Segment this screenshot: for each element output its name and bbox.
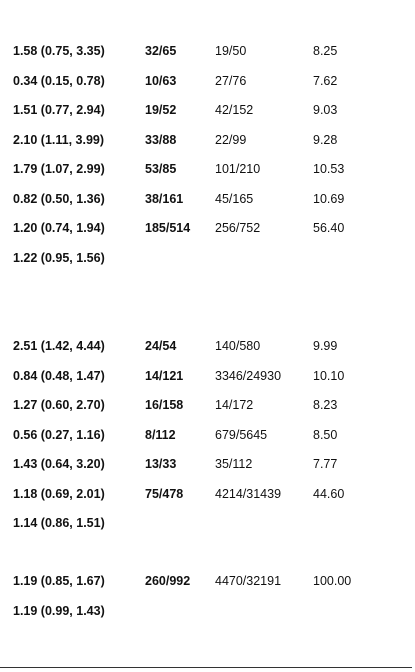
ratio-a-cell: 38/161 <box>145 191 184 206</box>
ratio-b-cell: 101/210 <box>215 162 261 176</box>
subtotal-row: 1.22 (0.95, 1.56) <box>0 251 415 281</box>
ci-cell: 1.18 (0.69, 2.01) <box>13 486 105 501</box>
ratio-b-cell: 679/5645 <box>215 427 268 442</box>
table-row: 1.43 (0.64, 3.20) 13/33 35/112 7.77 <box>0 457 415 487</box>
ratio-a-cell: 14/121 <box>145 368 184 383</box>
weight-cell: 9.28 <box>313 132 338 147</box>
table-row: 1.51 (0.77, 2.94) 19/52 42/152 9.03 <box>0 103 415 133</box>
table-section-overall: 1.19 (0.85, 1.67) 260/992 4470/32191 100… <box>0 574 415 633</box>
ci-cell: 0.34 (0.15, 0.78) <box>13 73 105 88</box>
weight-cell: 7.62 <box>313 73 338 88</box>
table-row: 2.10 (1.11, 3.99) 33/88 22/99 9.28 <box>0 133 415 163</box>
weight-cell: 8.23 <box>313 398 338 412</box>
ratio-b-cell: 3346/24930 <box>215 368 282 383</box>
ci-cell: 2.10 (1.11, 3.99) <box>13 132 105 147</box>
ci-cell: 2.51 (1.42, 4.44) <box>13 339 105 353</box>
ratio-b-cell: 22/99 <box>215 132 247 147</box>
table-row: 1.20 (0.74, 1.94) 185/514 256/752 56.40 <box>0 221 415 251</box>
bottom-rule <box>0 667 412 668</box>
ratio-b-cell: 140/580 <box>215 339 261 353</box>
table-row: 1.18 (0.69, 2.01) 75/478 4214/31439 44.6… <box>0 487 415 517</box>
ratio-b-cell: 42/152 <box>215 103 254 117</box>
table-row: 0.82 (0.50, 1.36) 38/161 45/165 10.69 <box>0 192 415 222</box>
table-row: 1.79 (1.07, 2.99) 53/85 101/210 10.53 <box>0 162 415 192</box>
ci-cell: 1.27 (0.60, 2.70) <box>13 398 105 412</box>
ratio-a-cell: 33/88 <box>145 132 177 147</box>
ci-cell: 1.19 (0.85, 1.67) <box>13 574 105 588</box>
ci-cell: 1.19 (0.99, 1.43) <box>13 603 105 618</box>
ratio-a-cell: 19/52 <box>145 103 177 117</box>
table-section-1: 1.58 (0.75, 3.35) 32/65 19/50 8.25 0.34 … <box>0 44 415 280</box>
table-row: 1.19 (0.85, 1.67) 260/992 4470/32191 100… <box>0 574 415 604</box>
table-row: 2.51 (1.42, 4.44) 24/54 140/580 9.99 <box>0 339 415 369</box>
ratio-a-cell: 24/54 <box>145 339 177 353</box>
ci-cell: 0.84 (0.48, 1.47) <box>13 368 105 383</box>
weight-cell: 44.60 <box>313 486 345 501</box>
weight-cell: 9.99 <box>313 339 338 353</box>
ratio-b-cell: 19/50 <box>215 44 247 58</box>
ci-cell: 1.79 (1.07, 2.99) <box>13 162 105 176</box>
ratio-a-cell: 185/514 <box>145 221 191 235</box>
ci-cell: 1.58 (0.75, 3.35) <box>13 44 105 58</box>
table-row: 0.84 (0.48, 1.47) 14/121 3346/24930 10.1… <box>0 369 415 399</box>
ratio-b-cell: 27/76 <box>215 73 247 88</box>
ratio-a-cell: 16/158 <box>145 398 184 412</box>
weight-cell: 8.25 <box>313 44 338 58</box>
weight-cell: 9.03 <box>313 103 338 117</box>
ratio-a-cell: 10/63 <box>145 73 177 88</box>
ci-cell: 0.82 (0.50, 1.36) <box>13 191 105 206</box>
ratio-a-cell: 260/992 <box>145 574 191 588</box>
weight-cell: 8.50 <box>313 427 338 442</box>
ci-cell: 1.51 (0.77, 2.94) <box>13 103 105 117</box>
ratio-a-cell: 53/85 <box>145 162 177 176</box>
table-row: 1.58 (0.75, 3.35) 32/65 19/50 8.25 <box>0 44 415 74</box>
weight-cell: 10.69 <box>313 191 345 206</box>
ratio-a-cell: 75/478 <box>145 486 184 501</box>
table-section-2: 2.51 (1.42, 4.44) 24/54 140/580 9.99 0.8… <box>0 339 415 546</box>
weight-cell: 100.00 <box>313 574 352 588</box>
ci-cell: 0.56 (0.27, 1.16) <box>13 427 105 442</box>
ratio-a-cell: 13/33 <box>145 457 177 471</box>
ratio-b-cell: 14/172 <box>215 398 254 412</box>
ratio-b-cell: 45/165 <box>215 191 254 206</box>
ratio-a-cell: 32/65 <box>145 44 177 58</box>
weight-cell: 10.53 <box>313 162 345 176</box>
subtotal-row: 1.14 (0.86, 1.51) <box>0 516 415 546</box>
weight-cell: 7.77 <box>313 457 338 471</box>
ci-cell: 1.14 (0.86, 1.51) <box>13 516 105 530</box>
ratio-b-cell: 4214/31439 <box>215 486 282 501</box>
ratio-b-cell: 35/112 <box>215 457 253 471</box>
table-row: 0.34 (0.15, 0.78) 10/63 27/76 7.62 <box>0 74 415 104</box>
ratio-b-cell: 256/752 <box>215 221 261 235</box>
ci-cell: 1.22 (0.95, 1.56) <box>13 250 105 265</box>
overall-row: 1.19 (0.99, 1.43) <box>0 604 415 634</box>
table-row: 1.27 (0.60, 2.70) 16/158 14/172 8.23 <box>0 398 415 428</box>
ratio-a-cell: 8/112 <box>145 427 176 442</box>
ci-cell: 1.20 (0.74, 1.94) <box>13 221 105 235</box>
weight-cell: 56.40 <box>313 221 345 235</box>
ci-cell: 1.43 (0.64, 3.20) <box>13 457 105 471</box>
table-row: 0.56 (0.27, 1.16) 8/112 679/5645 8.50 <box>0 428 415 458</box>
weight-cell: 10.10 <box>313 368 345 383</box>
ratio-b-cell: 4470/32191 <box>215 574 282 588</box>
